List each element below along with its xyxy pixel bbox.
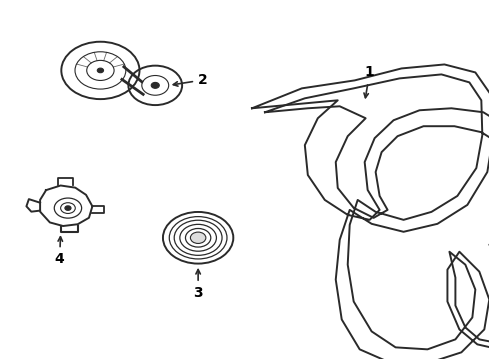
Text: 1: 1 <box>364 66 374 98</box>
Text: 3: 3 <box>194 270 203 300</box>
Text: 2: 2 <box>173 73 208 87</box>
Circle shape <box>98 68 103 73</box>
Text: 4: 4 <box>55 237 65 266</box>
Circle shape <box>65 206 71 210</box>
Circle shape <box>191 232 206 243</box>
Circle shape <box>151 82 159 88</box>
